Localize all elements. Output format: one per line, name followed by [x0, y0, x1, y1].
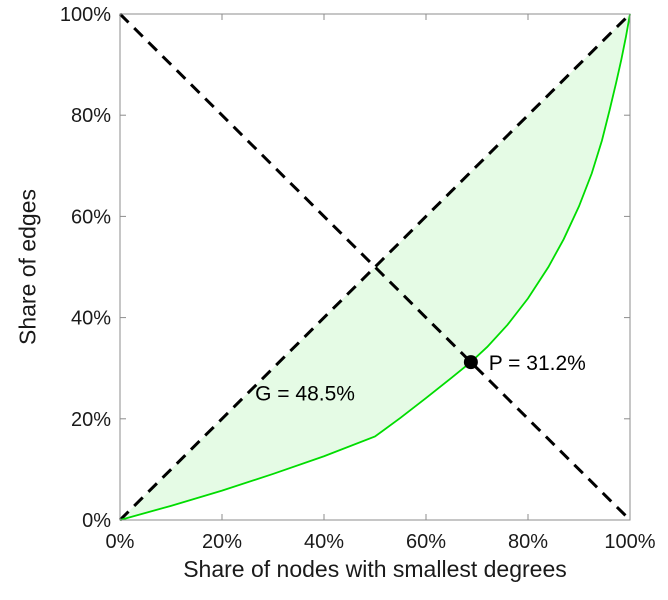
y-tick-label: 60%	[71, 206, 111, 228]
x-tick-label: 100%	[604, 531, 655, 553]
y-tick-label: 20%	[71, 409, 111, 431]
lorenz-curve-line	[119, 13, 631, 521]
p-label-annotation: P = 31.2%	[489, 352, 586, 375]
x-axis-label: Share of nodes with smallest degrees	[183, 556, 567, 582]
g-label-annotation: G = 48.5%	[255, 383, 355, 406]
y-tick-label: 100%	[60, 4, 111, 26]
y-tick-label: 0%	[82, 510, 111, 532]
y-tick-label: 80%	[71, 105, 111, 127]
x-tick-label: 40%	[304, 531, 344, 553]
y-tick-label: 40%	[71, 308, 111, 330]
y-axis-label: Share of edges	[14, 188, 41, 346]
x-tick-label: 20%	[202, 531, 242, 553]
x-tick-label: 0%	[106, 531, 135, 553]
x-tick-label: 60%	[406, 531, 446, 553]
plot-border	[119, 13, 631, 521]
gini-fill-region	[120, 14, 630, 520]
p-point-marker	[463, 355, 478, 370]
x-tick-label: 80%	[508, 531, 548, 553]
